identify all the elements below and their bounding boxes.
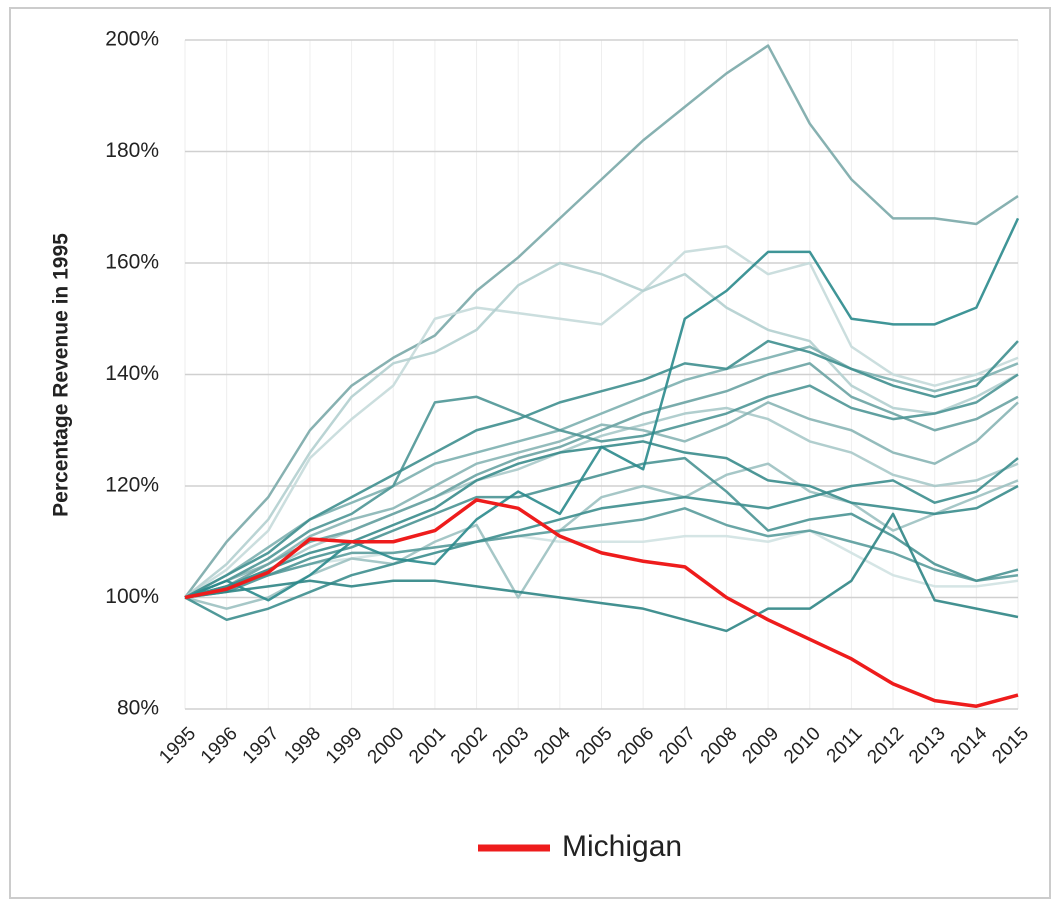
y-tick-label: 120%: [105, 474, 159, 497]
x-tick-label: 2011: [823, 723, 867, 767]
x-tick-label: 1998: [280, 723, 325, 768]
x-tick-label: 2013: [905, 723, 950, 768]
state-line: [184, 401, 1019, 599]
x-tick-label: 1999: [322, 723, 367, 768]
legend-label: Michigan: [562, 830, 682, 863]
x-tick-label: 2000: [364, 723, 409, 768]
x-tick-label: 2008: [697, 723, 742, 768]
state-line: [184, 217, 1020, 602]
y-tick-label: 140%: [105, 362, 159, 385]
state-line: [183, 44, 1019, 599]
state-line: [184, 462, 1019, 610]
state-line: [184, 362, 1019, 599]
x-tick-label: 2002: [447, 723, 492, 768]
frame: [9, 7, 1051, 899]
state-line: [184, 456, 1019, 599]
state-line: [184, 529, 1019, 599]
state-line: [184, 507, 1019, 599]
x-tick-label: 2001: [405, 723, 450, 768]
state-line: [184, 512, 1019, 633]
x-tick-label: 1996: [197, 723, 242, 768]
x-tick-label: 2009: [738, 723, 783, 768]
x-tick-label: 2012: [863, 723, 908, 768]
x-tick-label: 2007: [655, 723, 700, 768]
x-tick-label: 2005: [572, 723, 617, 768]
x-tick-label: 1995: [155, 723, 200, 768]
x-tick-label: 2010: [780, 723, 825, 768]
x-tick-label: 2003: [489, 723, 534, 768]
state-line: [184, 339, 1019, 599]
x-tick-label: 2004: [530, 723, 575, 768]
state-line: [184, 261, 1019, 599]
y-tick-label: 180%: [105, 139, 159, 162]
state-line: [184, 245, 1019, 599]
highlight-line: [184, 498, 1019, 708]
x-tick-label: 2015: [988, 723, 1033, 768]
x-tick-label: 2006: [613, 723, 658, 768]
y-tick-label: 100%: [105, 585, 159, 608]
x-tick-label: 2014: [947, 723, 992, 768]
y-tick-label: 80%: [117, 697, 159, 720]
state-line: [184, 457, 1019, 622]
x-tick-label: 1997: [239, 723, 284, 768]
state-line: [184, 345, 1019, 599]
y-axis-label: Percentage Revenue in 1995: [50, 233, 73, 517]
y-tick-label: 200%: [105, 28, 159, 51]
state-line: [184, 373, 1019, 599]
y-tick-label: 160%: [105, 251, 159, 274]
state-line: [184, 406, 1019, 599]
